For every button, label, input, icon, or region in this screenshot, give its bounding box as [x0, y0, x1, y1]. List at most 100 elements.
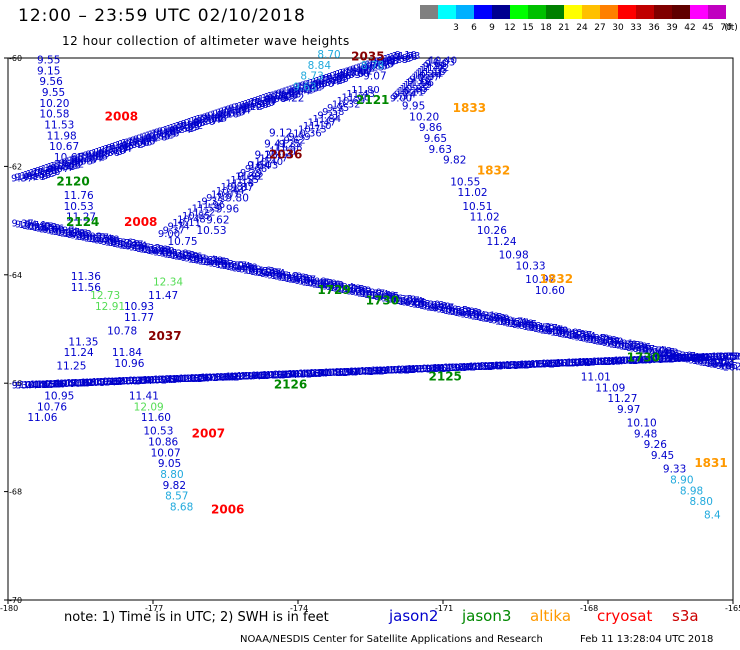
track-value: 10.71: [671, 353, 700, 364]
track-value: 10.12: [234, 102, 263, 113]
track-value: 10.44: [49, 226, 78, 237]
track-value: 9.14: [450, 362, 472, 373]
pass-time-label: 2121: [356, 93, 389, 107]
track-value: 10.11: [172, 218, 201, 229]
track-value: 9.27: [598, 337, 620, 348]
pass-time-label: 2035: [351, 50, 384, 64]
track-value: 9.55: [425, 363, 447, 374]
track-value: 9.21: [317, 110, 339, 121]
wave-height-label: 10.51: [462, 201, 492, 213]
wave-height-label: 11.25: [56, 361, 86, 373]
track-value: 10.50: [526, 323, 555, 334]
track-value: 11.68: [198, 113, 227, 124]
track-value: 9.00: [390, 93, 412, 104]
track-value: 9.59: [377, 293, 399, 304]
wave-height-label: 11.41: [129, 390, 159, 402]
track-value: 11.11: [381, 365, 410, 376]
track-value: 10.67: [700, 352, 729, 363]
track-value: 9.84: [487, 361, 509, 372]
note-text: note: 1) Time is in UTC; 2) SWH is in fe…: [64, 610, 329, 625]
scale-label: 27: [594, 23, 606, 33]
wave-height-label: 9.65: [424, 133, 447, 145]
track-value: 9.95: [135, 375, 157, 386]
wave-height-label: 9.45: [651, 450, 674, 462]
track-value: 9.91: [156, 248, 178, 259]
track-value: 10.29: [432, 363, 461, 374]
track-value: 9.17: [130, 135, 152, 146]
track-value: 9.38: [228, 104, 250, 115]
track-value: 11.36: [472, 362, 501, 373]
track-value: 11.43: [149, 375, 178, 386]
track-value: 9.47: [460, 309, 482, 320]
pass-time-label: 1729: [317, 283, 350, 297]
track-value: 11.59: [29, 168, 58, 179]
track-value: 10.61: [191, 255, 220, 266]
wave-height-label: 11.24: [487, 236, 517, 248]
track-value: 11.92: [66, 378, 95, 389]
track-value: 10.03: [77, 378, 106, 389]
track-value: 9.09: [215, 372, 237, 383]
track-value: 9.29: [67, 230, 89, 241]
scale-swatch: [636, 5, 654, 19]
track-value: 9.74: [15, 219, 37, 230]
track-value: 10.95: [497, 360, 526, 371]
track-value: 11.60: [298, 369, 327, 380]
track-value: 11.64: [222, 106, 251, 117]
track-value: 10.00: [353, 288, 382, 299]
track-value: 10.79: [585, 334, 614, 345]
track-value: 10.28: [139, 132, 168, 143]
track-value: 10.07: [46, 226, 75, 237]
wave-height-label: 8.57: [165, 491, 188, 503]
track-value: 9.37: [11, 219, 33, 230]
scale-swatch: [474, 5, 492, 19]
track-value: 11.80: [153, 375, 182, 386]
track-value: 9.33: [407, 76, 429, 87]
track-value: 9.26: [363, 366, 385, 377]
track-value: 11.02: [175, 374, 204, 385]
wave-height-label: 8.4: [704, 510, 721, 522]
wave-height-label: 10.26: [477, 225, 507, 237]
track-value: 10.46: [581, 357, 610, 368]
track-value: 10.12: [270, 271, 299, 282]
track-value: 11.88: [274, 143, 303, 154]
track-value: 11.11: [364, 290, 393, 301]
wave-height-label: 11.09: [595, 382, 625, 394]
track-value: 10.24: [188, 254, 217, 265]
wave-height-label: 10.76: [37, 401, 67, 413]
track-value: 9.29: [70, 378, 92, 389]
track-value: 9.93: [693, 352, 715, 363]
track-value: 11.49: [619, 341, 648, 352]
scale-swatch: [582, 5, 600, 19]
wave-height-label: 10.33: [516, 260, 546, 272]
track-value: 9.21: [128, 376, 150, 387]
wave-height-label: 9.48: [634, 428, 657, 440]
track-value: 9.96: [400, 365, 422, 376]
track-value: 9.34: [291, 275, 313, 286]
track-value: 10.37: [308, 78, 337, 89]
track-value: 11.14: [264, 150, 293, 161]
track-value: 10.16: [210, 109, 239, 120]
track-value: 9.39: [541, 359, 563, 370]
track-value: 9.43: [488, 315, 510, 326]
track-value: 11.15: [291, 84, 320, 95]
track-value: 9.92: [429, 363, 451, 374]
track-value: 11.90: [595, 336, 624, 347]
legend-altika: altika: [530, 607, 572, 625]
track-value: 9.50: [157, 127, 179, 138]
track-value: 10.37: [357, 288, 386, 299]
track-value: 11.84: [118, 240, 147, 251]
track-value: 10.81: [221, 182, 250, 193]
track-value: 10.29: [356, 62, 385, 73]
legend-jason2: jason2: [389, 607, 439, 625]
track-value: 11.65: [509, 319, 538, 330]
track-value: 10.08: [298, 277, 327, 288]
page-subtitle: 12 hour collection of altimeter wave hei…: [62, 34, 350, 48]
track-value: 10.41: [329, 283, 358, 294]
track-value: 10.30: [664, 350, 693, 361]
scale-swatch: [600, 5, 618, 19]
timestamp-text: Feb 11 13:28:04 UTC 2018: [580, 634, 714, 645]
pass-time-label: 2125: [429, 369, 462, 383]
track-value: 11.28: [505, 318, 534, 329]
track-value: 10.57: [219, 261, 248, 272]
track-value: 9.58: [125, 242, 147, 253]
